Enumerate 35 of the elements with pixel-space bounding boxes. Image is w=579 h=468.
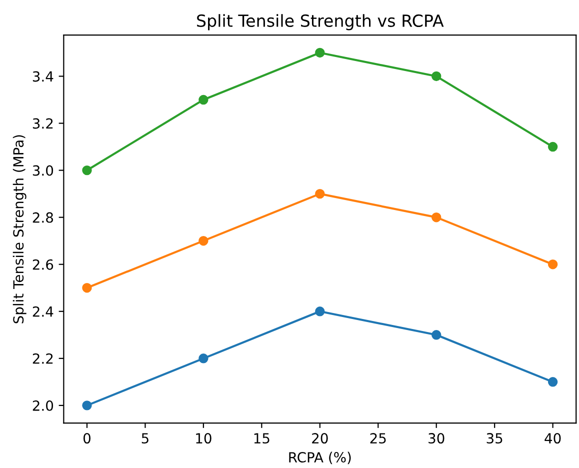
point xyxy=(198,354,208,364)
point xyxy=(82,283,92,293)
point xyxy=(548,142,558,152)
y-tick-label: 3.2 xyxy=(32,118,53,129)
point xyxy=(431,330,442,340)
point xyxy=(315,188,325,199)
x-axis-title: RCPA (%) xyxy=(289,452,351,464)
x-tick-label: 35 xyxy=(486,433,502,444)
chart-title: Split Tensile Strength vs RCPA xyxy=(197,14,444,30)
point xyxy=(198,236,208,246)
y-tick-label: 3.4 xyxy=(32,71,54,82)
y-tick-label: 2.0 xyxy=(32,400,54,411)
y-tick-label: 2.8 xyxy=(32,212,54,223)
x-tick-label: 5 xyxy=(142,433,148,444)
x-tick-label: 15 xyxy=(254,433,270,444)
y-tick-label: 3.0 xyxy=(32,165,54,176)
point xyxy=(198,94,208,105)
x-tick-label: 10 xyxy=(196,433,212,444)
y-tick-label: 2.4 xyxy=(32,306,54,317)
x-tick-label: 30 xyxy=(428,433,444,444)
point xyxy=(548,377,558,387)
y-axis-title: Split Tensile Strength (MPa) xyxy=(12,135,26,324)
point xyxy=(82,400,92,410)
point xyxy=(82,165,92,176)
x-tick-label: 0 xyxy=(83,433,90,444)
point xyxy=(315,48,325,58)
x-tick-label: 40 xyxy=(544,433,561,444)
point xyxy=(315,306,325,316)
point xyxy=(548,259,558,270)
point xyxy=(431,71,442,82)
y-tick-label: 2.6 xyxy=(32,259,54,270)
y-tick-label: 2.2 xyxy=(32,353,53,364)
point xyxy=(431,212,442,222)
x-tick-label: 25 xyxy=(370,433,386,444)
x-tick-label: 20 xyxy=(312,433,328,444)
